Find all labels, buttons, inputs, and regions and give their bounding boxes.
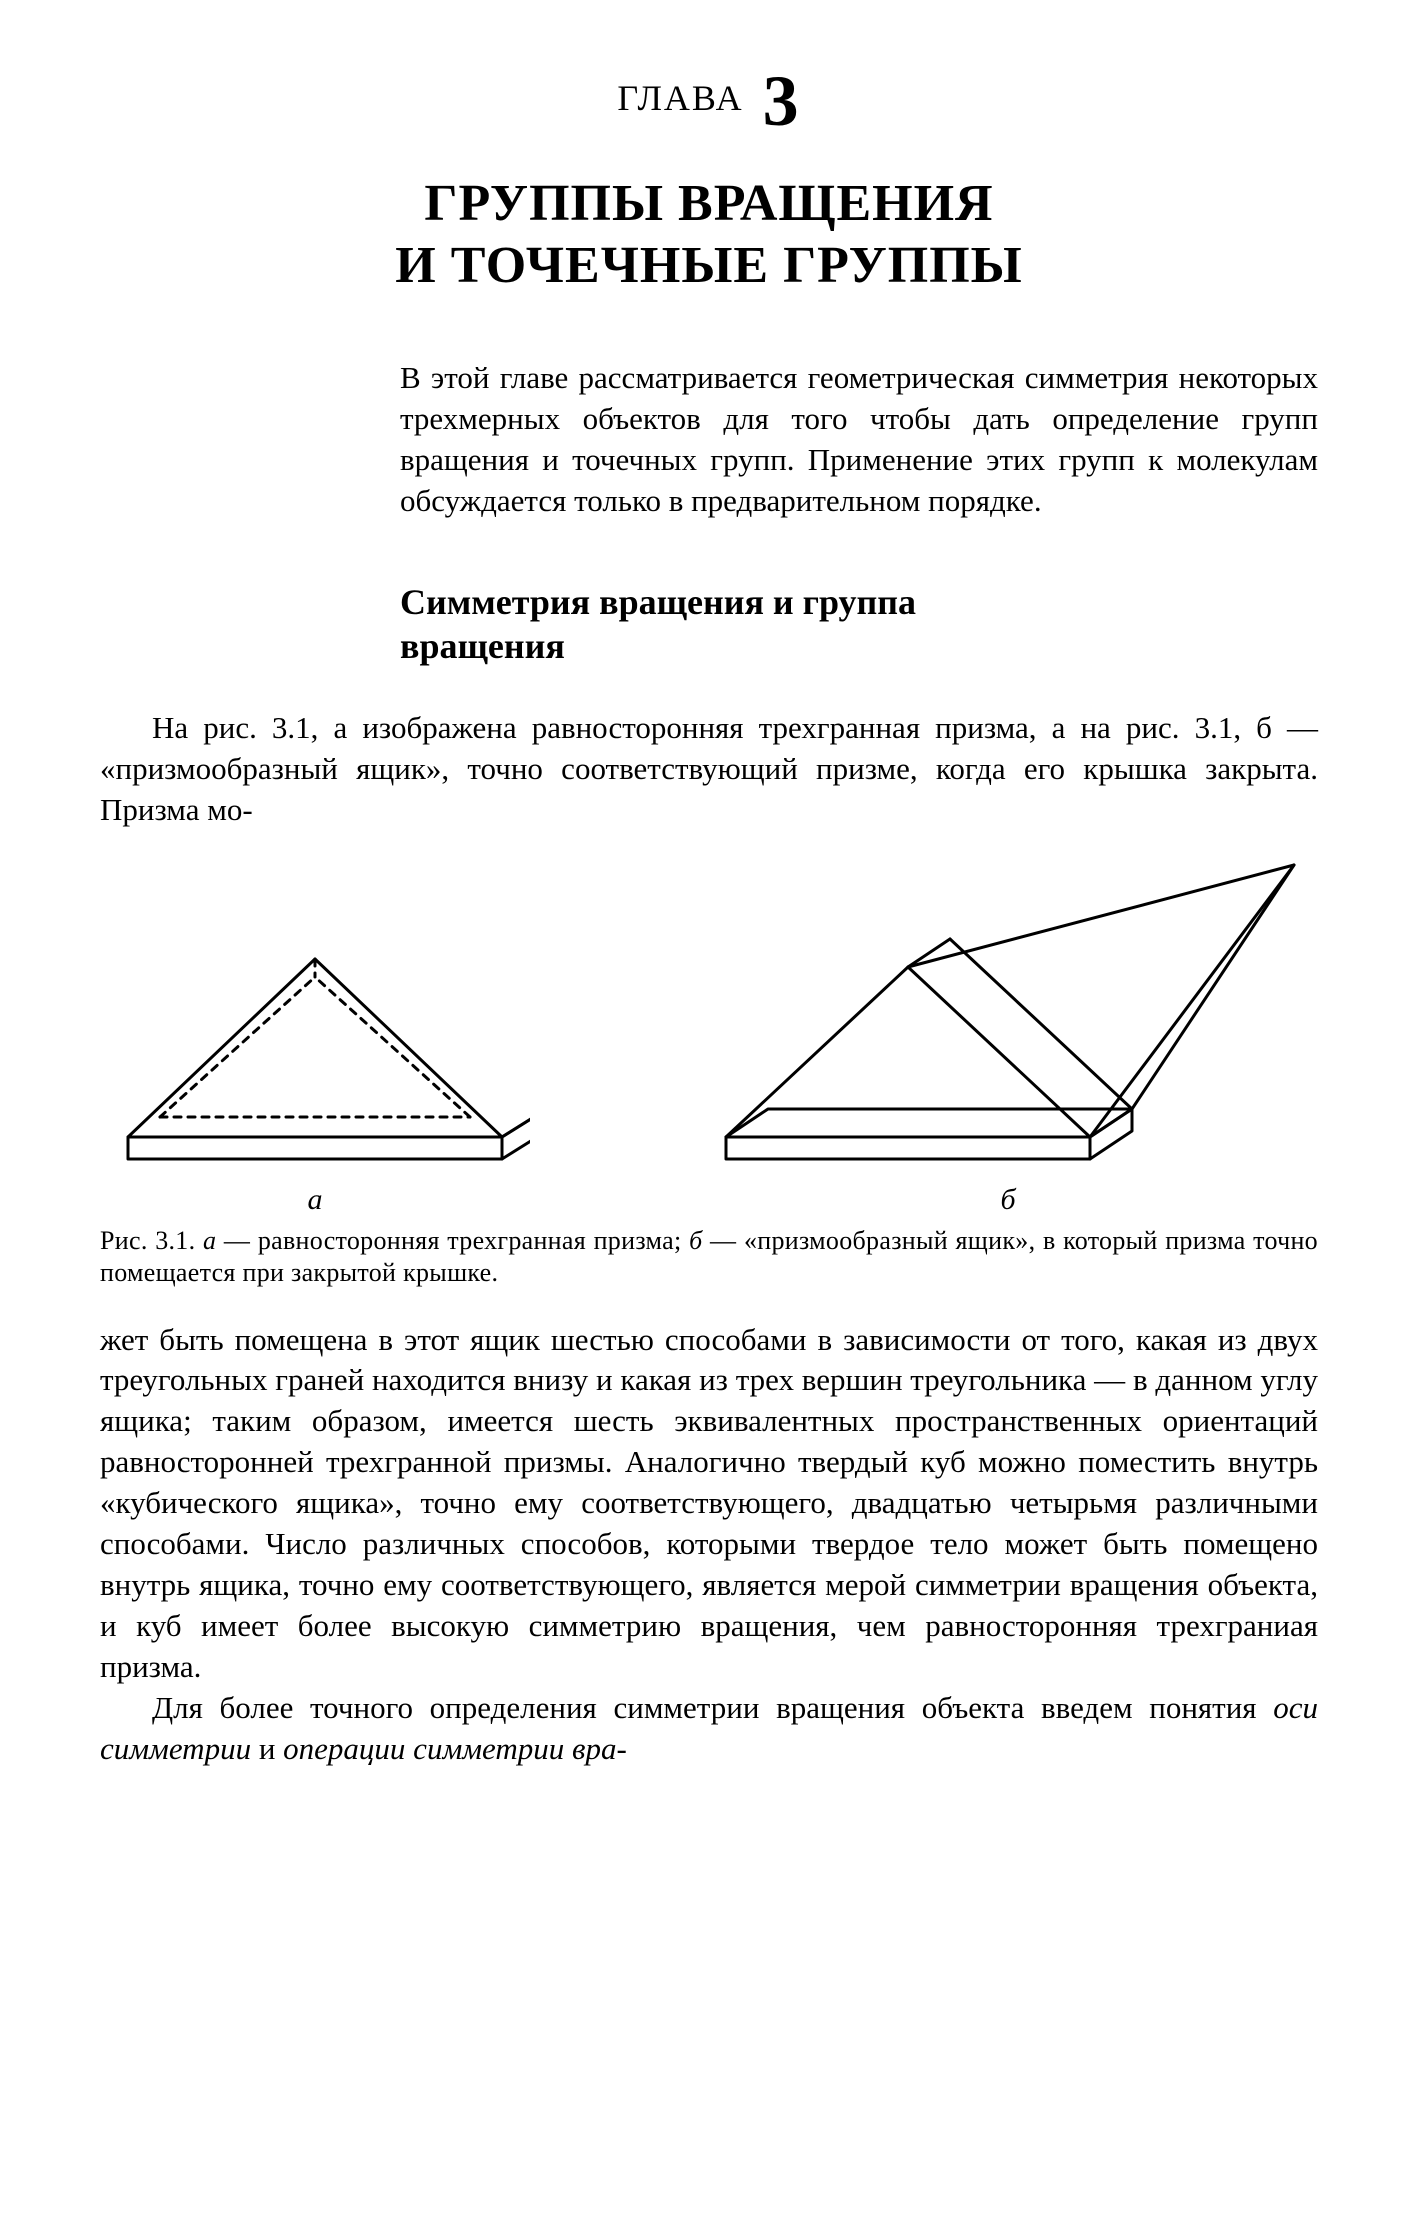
chapter-number: 3 xyxy=(763,61,801,141)
prism-b-diagram xyxy=(698,847,1318,1177)
paragraph-1: На рис. 3.1, а изображена равносторонняя… xyxy=(100,708,1318,831)
paragraph-3: Для более точного определения симметрии … xyxy=(100,1688,1318,1770)
chapter-label-row: ГЛАВА 3 xyxy=(100,60,1318,143)
figure-a: а xyxy=(100,947,530,1217)
chapter-title: ГРУППЫ ВРАЩЕНИЯ И ТОЧЕЧНЫЕ ГРУППЫ xyxy=(100,173,1318,298)
page: ГЛАВА 3 ГРУППЫ ВРАЩЕНИЯ И ТОЧЕЧНЫЕ ГРУПП… xyxy=(0,0,1418,1809)
paragraph-1-text: На рис. 3.1, а изображена равносторонняя… xyxy=(100,710,1318,827)
figure-b-label: б xyxy=(1000,1183,1015,1217)
caption-body: — равносторонняя трехгранная призма; xyxy=(216,1226,689,1255)
caption-lead: Рис. 3.1. xyxy=(100,1226,195,1255)
paragraph-2-text: жет быть помещена в этот ящик шестью спо… xyxy=(100,1322,1318,1684)
chapter-title-line1: ГРУППЫ ВРАЩЕНИЯ xyxy=(424,175,993,232)
figure-caption: Рис. 3.1. а — равносторонняя трехгранная… xyxy=(100,1225,1318,1290)
paragraph-3-italic-2: операции симметрии вра- xyxy=(283,1731,627,1766)
caption-a-letter: а xyxy=(203,1226,216,1255)
figure-a-label: а xyxy=(308,1183,323,1217)
chapter-label: ГЛАВА xyxy=(617,78,743,118)
section-heading-line1: Симметрия вращения и группа xyxy=(400,582,916,622)
section-heading-line2: вращения xyxy=(400,626,565,666)
prism-a-diagram xyxy=(100,947,530,1177)
figure-b: б xyxy=(698,847,1318,1217)
intro-paragraph: В этой главе рассматривается геометричес… xyxy=(400,358,1318,522)
figure-row: а б xyxy=(100,847,1318,1217)
paragraph-3-pre: Для более точного определения симметрии … xyxy=(152,1690,1273,1725)
chapter-title-line2: И ТОЧЕЧНЫЕ ГРУППЫ xyxy=(395,237,1022,294)
paragraph-3-mid: и xyxy=(251,1731,283,1766)
section-heading: Симметрия вращения и группа вращения xyxy=(400,581,1318,667)
paragraph-2: жет быть помещена в этот ящик шестью спо… xyxy=(100,1320,1318,1688)
caption-b-letter: б xyxy=(689,1226,702,1255)
